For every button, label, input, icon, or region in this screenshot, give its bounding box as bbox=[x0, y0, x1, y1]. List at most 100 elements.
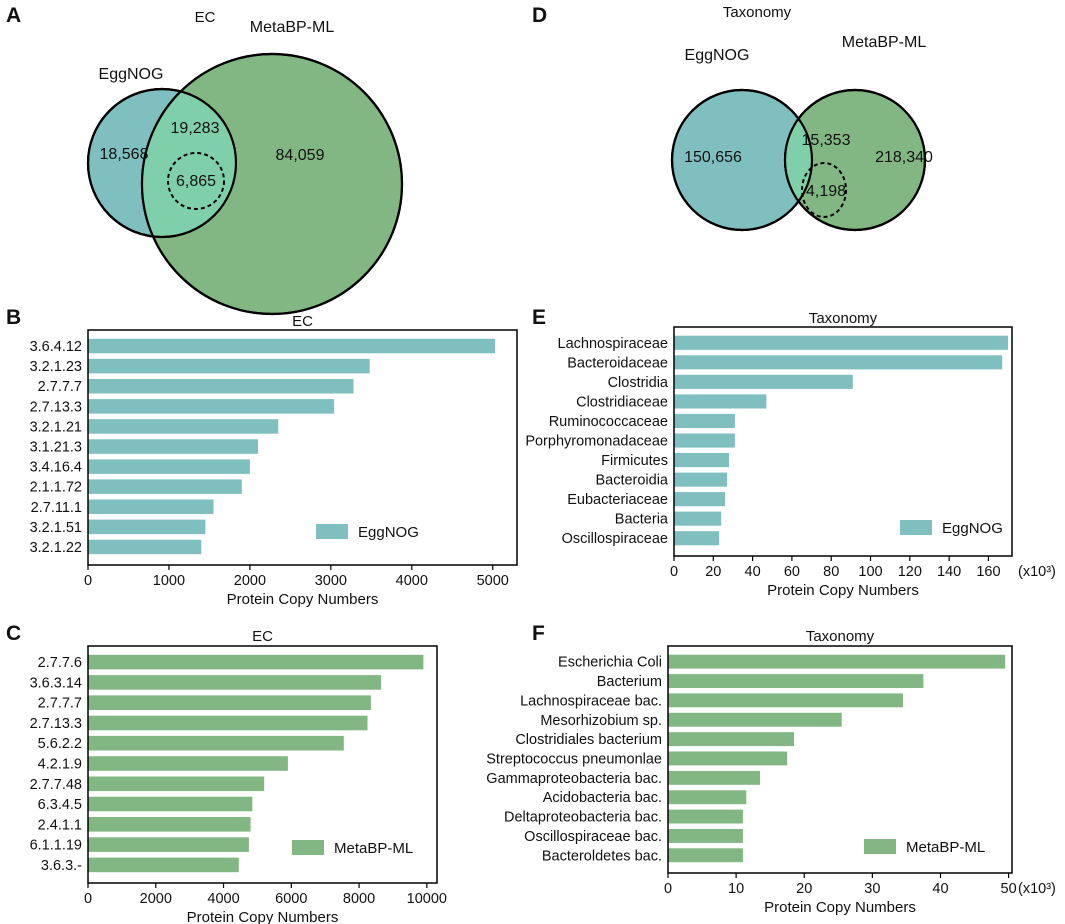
chart-b-bar bbox=[88, 539, 202, 555]
chart-f-tick-label: 20 bbox=[796, 881, 812, 897]
chart-c-legend-label: MetaBP-ML bbox=[334, 840, 413, 857]
chart-c-legend-swatch bbox=[292, 840, 324, 855]
bar-chart-taxonomy-eggnog: Taxonomy Lachnospiraceae Bacteroidaceae Clo… bbox=[525, 310, 1056, 599]
chart-e-category-label: Porphyromonadaceae bbox=[525, 434, 668, 450]
chart-f-category-label: Bacteroldetes bac. bbox=[542, 848, 662, 864]
chart-c-category-label: 5.6.2.2 bbox=[38, 736, 82, 752]
venn-taxonomy-inner-dashed bbox=[801, 162, 847, 218]
chart-c-frame bbox=[87, 645, 438, 884]
chart-e-tick-label: 60 bbox=[784, 564, 800, 580]
venn-taxonomy-title: Taxonomy bbox=[723, 4, 792, 21]
venn-ec-inner-value: 6,865 bbox=[176, 173, 216, 190]
chart-b-bar bbox=[88, 338, 496, 354]
venn-taxonomy: Taxonomy EggNOG MetaBP-ML 150,656 15,353… bbox=[670, 4, 933, 232]
chart-e-category-label: Eubacteriaceae bbox=[567, 492, 668, 508]
chart-b-xlabel: Protein Copy Numbers bbox=[227, 591, 379, 608]
chart-c-bar bbox=[88, 695, 371, 710]
panel-label-b: B bbox=[6, 306, 21, 329]
chart-c-tick-label: 2000 bbox=[140, 891, 172, 907]
chart-f-bar bbox=[668, 790, 747, 805]
chart-e-bar bbox=[674, 453, 729, 468]
chart-f-tick-label: 0 bbox=[664, 881, 672, 897]
chart-c-xlabel: Protein Copy Numbers bbox=[187, 909, 339, 924]
panel-label-d: D bbox=[532, 4, 547, 27]
chart-f-category-label: Gammaproteobacteria bac. bbox=[486, 771, 662, 787]
venn-taxonomy-inner-value: 4,198 bbox=[806, 183, 846, 200]
bar-chart-taxonomy-metabp: Taxonomy Escherichia Coli Bacterium Lachnos… bbox=[486, 628, 1056, 916]
chart-e-bar bbox=[674, 374, 853, 389]
chart-f-category-label: Mesorhizobium sp. bbox=[540, 713, 662, 729]
chart-b-legend-label: EggNOG bbox=[358, 524, 419, 541]
chart-b-category-label: 3.4.16.4 bbox=[30, 460, 82, 476]
chart-f-category-label: Deltaproteobacteria bac. bbox=[504, 810, 662, 826]
chart-e-bar bbox=[674, 355, 1003, 370]
chart-f-bar bbox=[668, 770, 760, 785]
chart-e-category-label: Lachnospiraceae bbox=[558, 336, 668, 352]
chart-c-category-label: 2.7.7.7 bbox=[38, 696, 82, 712]
chart-c-bar bbox=[88, 715, 368, 731]
venn-ec-eggnog-label: EggNOG bbox=[99, 66, 164, 83]
chart-c-title: EC bbox=[252, 628, 273, 645]
chart-f-unit: (x10³) bbox=[1018, 881, 1056, 897]
venn-taxonomy-metabp-label: MetaBP-ML bbox=[842, 34, 927, 51]
chart-b-bar bbox=[88, 519, 206, 535]
chart-e-category-label: Bacteroidia bbox=[595, 473, 668, 489]
chart-c-tick-label: 4000 bbox=[207, 891, 239, 907]
chart-c-bar bbox=[88, 756, 288, 771]
chart-e-bar bbox=[674, 335, 1009, 350]
chart-c-tick-label: 0 bbox=[84, 891, 92, 907]
chart-b-category-label: 3.2.1.51 bbox=[30, 520, 82, 536]
chart-c-tick-label: 6000 bbox=[275, 891, 307, 907]
bar-chart-ec-metabp: EC 2.7.7.6 3.6.3.14 2.7.7.7 2.7.13.3 5.6.2.2 4… bbox=[30, 628, 447, 924]
chart-e-category-label: Bacteria bbox=[615, 512, 669, 528]
chart-f-xlabel: Protein Copy Numbers bbox=[764, 899, 916, 916]
chart-f-frame bbox=[667, 645, 1013, 874]
chart-f-category-label: Lachnospiraceae bac. bbox=[520, 693, 662, 709]
chart-c-bar bbox=[88, 796, 253, 812]
chart-f-bar bbox=[668, 732, 794, 747]
chart-e-tick-label: 20 bbox=[705, 564, 721, 580]
chart-f-bar bbox=[668, 712, 842, 727]
chart-e-bar bbox=[674, 413, 735, 428]
venn-taxonomy-left-only: 150,656 bbox=[684, 149, 742, 166]
chart-b-bar bbox=[88, 399, 335, 414]
chart-c-tick-label: 10000 bbox=[407, 891, 447, 907]
chart-b-bar bbox=[88, 479, 242, 494]
venn-taxonomy-intersection-value: 15,353 bbox=[802, 132, 851, 149]
chart-f-category-label: Acidobacteria bac. bbox=[543, 790, 662, 806]
chart-e-tick-label: 140 bbox=[937, 564, 961, 580]
chart-e-category-label: Clostridiaceae bbox=[576, 394, 668, 410]
chart-f-category-label: Clostridiales bacterium bbox=[515, 732, 662, 748]
venn-ec-intersection-value: 19,283 bbox=[171, 120, 220, 137]
chart-b-bar bbox=[88, 358, 370, 374]
chart-e-category-label: Clostridia bbox=[608, 375, 669, 391]
chart-e-bar bbox=[674, 531, 720, 546]
chart-b-tick-label: 2000 bbox=[234, 573, 266, 589]
chart-e-category-label: Bacteroidaceae bbox=[567, 355, 668, 371]
chart-b-title: EC bbox=[292, 313, 313, 330]
chart-f-bar bbox=[668, 674, 924, 688]
chart-c-bar bbox=[88, 776, 265, 792]
chart-f-bar bbox=[668, 809, 743, 824]
venn-ec-right-only: 84,059 bbox=[276, 147, 325, 164]
chart-e-bar bbox=[674, 394, 767, 409]
chart-c-category-label: 3.6.3.- bbox=[41, 858, 82, 874]
chart-f-title: Taxonomy bbox=[806, 628, 875, 645]
chart-e-tick-label: 40 bbox=[745, 564, 761, 580]
chart-b-category-label: 2.7.11.1 bbox=[31, 500, 82, 516]
chart-e-tick-label: 0 bbox=[670, 564, 678, 580]
chart-b-bar bbox=[88, 439, 258, 454]
chart-c-category-label: 3.6.3.14 bbox=[30, 675, 82, 691]
chart-b-category-label: 2.1.1.72 bbox=[30, 480, 82, 496]
chart-b-category-label: 2.7.13.3 bbox=[30, 399, 82, 415]
chart-b-tick-label: 0 bbox=[84, 573, 92, 589]
chart-c-category-label: 2.4.1.1 bbox=[38, 817, 82, 833]
venn-ec-metabp-label: MetaBP-ML bbox=[250, 19, 335, 36]
chart-e-category-label: Firmicutes bbox=[601, 453, 668, 469]
chart-b-category-label: 3.2.1.23 bbox=[30, 359, 82, 375]
venn-ec-left-only: 18,568 bbox=[100, 146, 149, 163]
chart-c-bar bbox=[88, 837, 249, 852]
chart-f-legend-swatch bbox=[864, 839, 896, 854]
chart-b-tick-label: 4000 bbox=[396, 573, 428, 589]
chart-b-category-label: 3.6.4.12 bbox=[30, 339, 82, 355]
